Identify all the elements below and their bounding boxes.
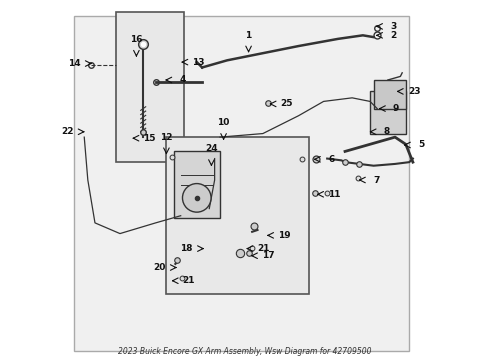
Text: 10: 10 — [218, 118, 230, 127]
Text: 14: 14 — [68, 59, 81, 68]
Text: 21: 21 — [257, 244, 270, 253]
Text: 4: 4 — [179, 76, 186, 85]
Text: 21: 21 — [183, 276, 195, 285]
Text: 5: 5 — [418, 140, 424, 149]
Text: 23: 23 — [408, 87, 420, 96]
Text: 1: 1 — [245, 31, 252, 40]
Text: 7: 7 — [373, 176, 379, 185]
Bar — [117, 12, 184, 162]
Bar — [370, 91, 406, 134]
Text: 16: 16 — [130, 35, 143, 44]
Bar — [167, 137, 309, 294]
Text: 11: 11 — [328, 190, 341, 199]
Text: 9: 9 — [393, 104, 399, 113]
Text: 24: 24 — [205, 144, 218, 153]
Text: 13: 13 — [193, 58, 205, 67]
Circle shape — [182, 184, 211, 212]
Bar — [373, 80, 406, 109]
Text: 20: 20 — [153, 263, 166, 272]
Text: 17: 17 — [262, 251, 274, 260]
Text: 19: 19 — [278, 231, 291, 240]
Text: 6: 6 — [328, 155, 334, 164]
Text: 25: 25 — [281, 99, 293, 108]
Text: 3: 3 — [390, 22, 396, 31]
Text: 8: 8 — [384, 127, 390, 136]
Bar — [173, 152, 220, 217]
Text: 18: 18 — [180, 244, 193, 253]
Text: 12: 12 — [160, 132, 172, 141]
Text: 2023 Buick Encore GX Arm Assembly, Wsw Diagram for 42709500: 2023 Buick Encore GX Arm Assembly, Wsw D… — [118, 347, 372, 356]
Text: 2: 2 — [390, 31, 396, 40]
Text: 15: 15 — [144, 134, 156, 143]
Text: 22: 22 — [61, 127, 74, 136]
